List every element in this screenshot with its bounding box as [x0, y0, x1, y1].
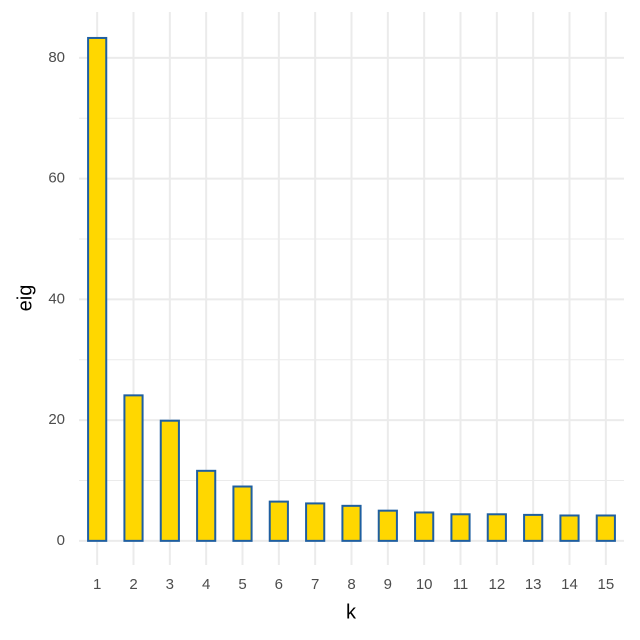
y-tick-label: 80	[48, 49, 65, 66]
x-tick-label: 8	[347, 576, 355, 593]
x-axis-title: k	[346, 601, 357, 623]
bar	[196, 469, 217, 542]
bar	[159, 419, 180, 542]
bar	[377, 509, 398, 542]
x-tick-label: 12	[488, 576, 505, 593]
y-axis-title: eig	[14, 285, 36, 312]
bar	[268, 500, 289, 542]
y-tick-label: 20	[48, 411, 65, 428]
y-tick-label: 60	[48, 170, 65, 187]
x-tick-label: 5	[238, 576, 246, 593]
x-tick-label: 6	[275, 576, 283, 593]
y-tick-label: 0	[57, 532, 65, 549]
x-tick-label: 2	[129, 576, 137, 593]
bar	[595, 514, 616, 542]
x-tick-label: 7	[311, 576, 319, 593]
bar	[414, 511, 435, 542]
bar	[232, 485, 253, 542]
x-tick-label: 14	[561, 576, 578, 593]
bar	[123, 394, 144, 542]
x-tick-label: 1	[93, 576, 101, 593]
y-tick-label: 40	[48, 290, 65, 307]
x-tick-label: 11	[453, 576, 469, 593]
bar	[450, 513, 471, 542]
x-tick-label: 4	[202, 576, 210, 593]
bar	[559, 514, 580, 542]
x-tick-label: 10	[416, 576, 433, 593]
x-tick-label: 9	[384, 576, 392, 593]
bar	[305, 502, 326, 542]
x-tick-label: 13	[525, 576, 542, 593]
bar	[523, 513, 544, 542]
bar	[341, 504, 362, 542]
bar	[87, 36, 108, 542]
x-tick-label: 3	[166, 576, 174, 593]
x-tick-label: 15	[597, 576, 614, 593]
bar	[486, 513, 507, 542]
